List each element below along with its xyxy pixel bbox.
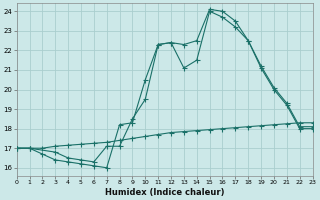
X-axis label: Humidex (Indice chaleur): Humidex (Indice chaleur) — [105, 188, 224, 197]
